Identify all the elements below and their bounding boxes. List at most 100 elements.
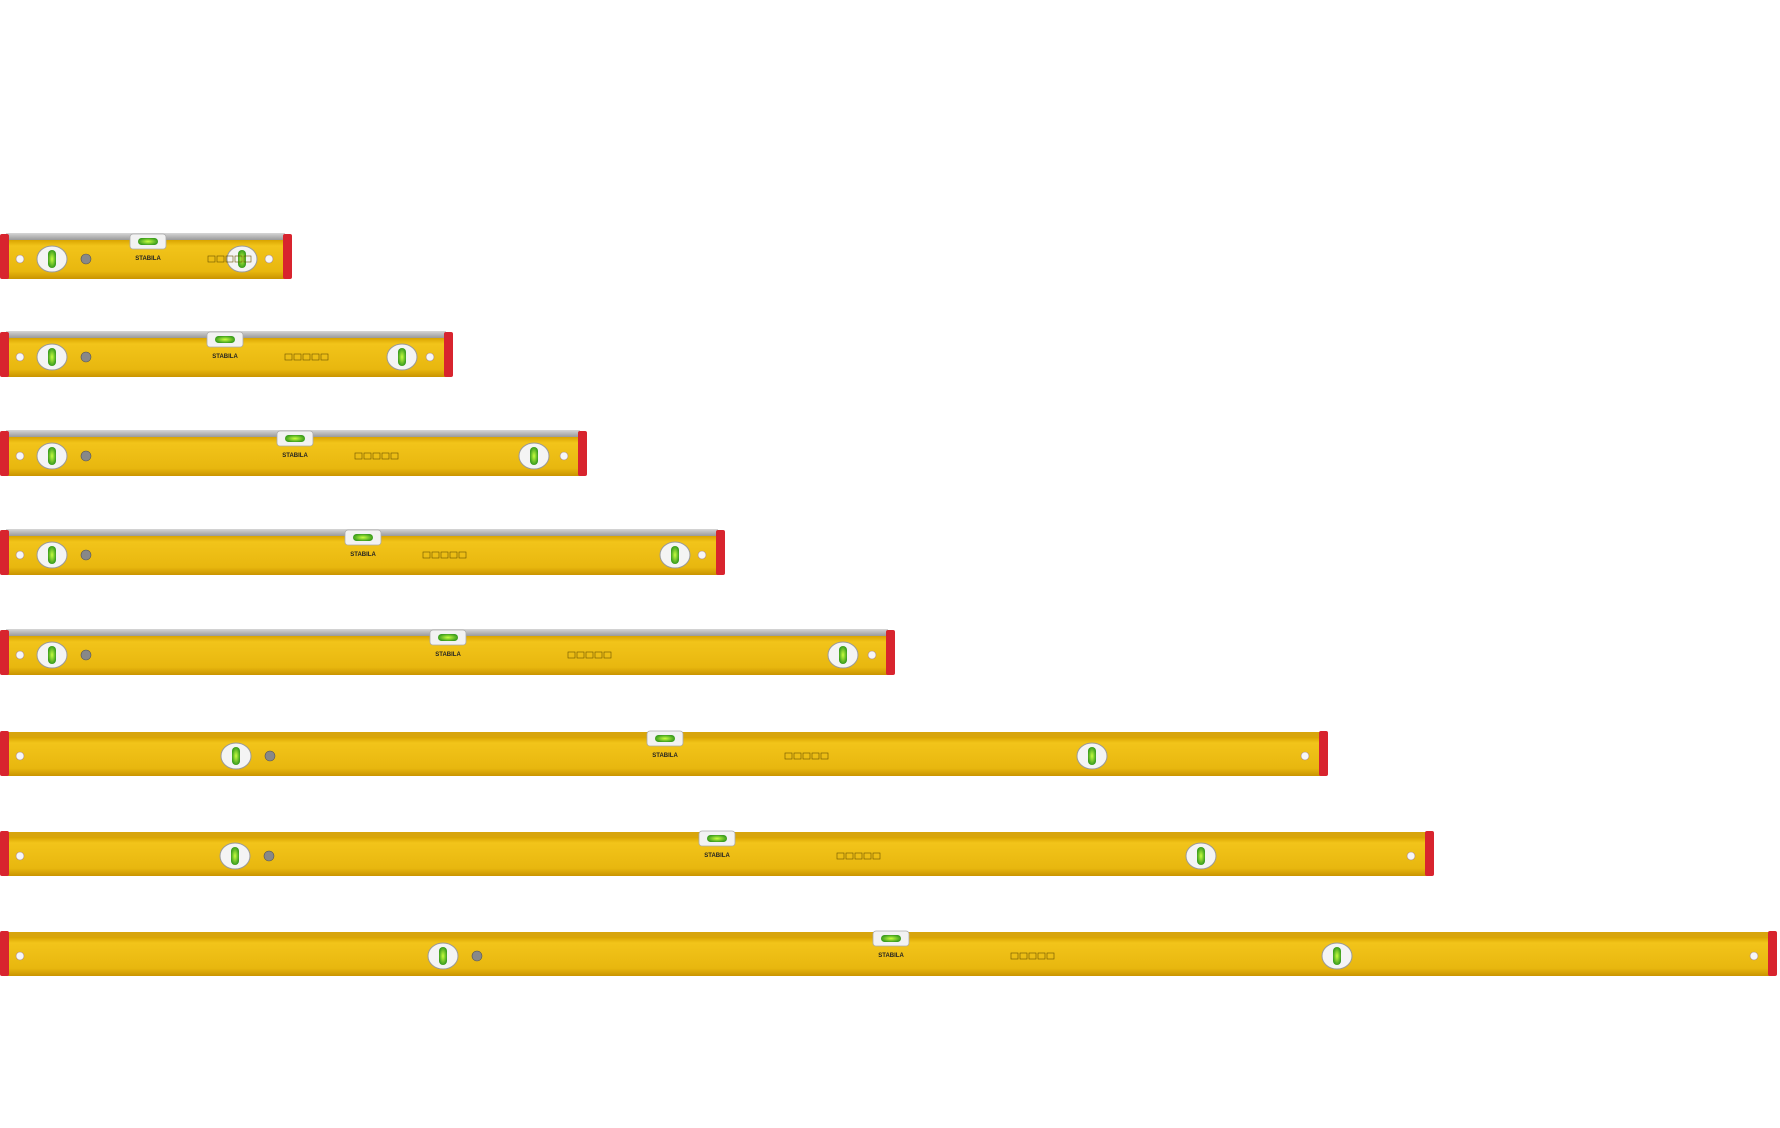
screw xyxy=(471,950,483,962)
marking-icon xyxy=(854,852,863,860)
vial-bubble xyxy=(231,847,239,865)
marking-icon xyxy=(1019,952,1028,960)
marking-icon xyxy=(234,255,243,263)
hang-hole xyxy=(425,352,435,362)
hang-hole xyxy=(15,650,25,660)
marking-icon xyxy=(311,353,320,361)
marking-icon xyxy=(390,452,399,460)
marking-icon xyxy=(863,852,872,860)
brand-label: STABILA xyxy=(212,354,238,360)
end-cap xyxy=(1425,831,1434,876)
vial-bubble xyxy=(439,947,447,965)
marking-icon xyxy=(381,452,390,460)
hang-hole xyxy=(15,851,25,861)
marking-icon xyxy=(793,752,802,760)
vial-bubble xyxy=(1088,747,1096,765)
vial-bubble xyxy=(671,546,679,564)
hang-hole xyxy=(559,451,569,461)
end-cap xyxy=(0,931,9,976)
brand-label: STABILA xyxy=(350,552,376,558)
marking-icon xyxy=(207,255,216,263)
end-cap xyxy=(0,731,9,776)
marking-icon xyxy=(293,353,302,361)
hang-hole xyxy=(867,650,877,660)
spirit-level: STABILA xyxy=(0,529,725,575)
vial-bubble xyxy=(655,735,675,742)
vial-bubble xyxy=(839,646,847,664)
vial-bubble xyxy=(138,238,158,245)
spirit-level: STABILA xyxy=(0,830,1434,876)
marking-icon xyxy=(354,452,363,460)
hang-hole xyxy=(15,254,25,264)
vial-bubble xyxy=(285,435,305,442)
end-cap xyxy=(0,630,9,675)
hang-hole xyxy=(15,951,25,961)
hang-hole xyxy=(1406,851,1416,861)
brand-label: STABILA xyxy=(282,453,308,459)
vial-bubble xyxy=(438,634,458,641)
end-cap xyxy=(444,332,453,377)
marking-icon xyxy=(363,452,372,460)
vial-bubble xyxy=(215,336,235,343)
end-cap xyxy=(0,831,9,876)
marking-icon xyxy=(449,551,458,559)
screw xyxy=(80,450,92,462)
marking-icon xyxy=(872,852,881,860)
hang-hole xyxy=(1300,751,1310,761)
marking-icon xyxy=(845,852,854,860)
marking-icon xyxy=(603,651,612,659)
brand-label: STABILA xyxy=(878,953,904,959)
end-cap xyxy=(886,630,895,675)
hang-hole xyxy=(1749,951,1759,961)
marking-icon xyxy=(216,255,225,263)
spirit-level: STABILA xyxy=(0,930,1777,976)
marking-icon xyxy=(458,551,467,559)
marking-icon xyxy=(243,255,252,263)
spirit-level: STABILA xyxy=(0,233,292,279)
vial-bubble xyxy=(48,646,56,664)
marking-icon xyxy=(784,752,793,760)
hang-hole xyxy=(15,751,25,761)
end-cap xyxy=(0,234,9,279)
end-cap xyxy=(1319,731,1328,776)
spirit-level: STABILA xyxy=(0,430,587,476)
marking-icon xyxy=(585,651,594,659)
spirit-level: STABILA xyxy=(0,331,453,377)
screw xyxy=(80,649,92,661)
marking-icon xyxy=(567,651,576,659)
marking-icon xyxy=(225,255,234,263)
marking-icon xyxy=(284,353,293,361)
hang-hole xyxy=(15,451,25,461)
brand-label: STABILA xyxy=(704,853,730,859)
vial-bubble xyxy=(48,348,56,366)
vial-bubble xyxy=(48,250,56,268)
marking-icon xyxy=(1010,952,1019,960)
end-cap xyxy=(283,234,292,279)
screw xyxy=(263,850,275,862)
end-cap xyxy=(0,530,9,575)
marking-icon xyxy=(811,752,820,760)
marking-icon xyxy=(320,353,329,361)
spirit-level: STABILA xyxy=(0,730,1328,776)
marking-icon xyxy=(1046,952,1055,960)
marking-icon xyxy=(820,752,829,760)
vial-bubble xyxy=(881,935,901,942)
hang-hole xyxy=(697,550,707,560)
screw xyxy=(80,253,92,265)
marking-icon xyxy=(576,651,585,659)
spirit-level: STABILA xyxy=(0,629,895,675)
marking-icon xyxy=(302,353,311,361)
marking-icon xyxy=(594,651,603,659)
hang-hole xyxy=(264,254,274,264)
vial-bubble xyxy=(530,447,538,465)
vial-bubble xyxy=(48,447,56,465)
vial-bubble xyxy=(232,747,240,765)
vial-bubble xyxy=(48,546,56,564)
screw xyxy=(264,750,276,762)
vial-bubble xyxy=(398,348,406,366)
end-cap xyxy=(0,431,9,476)
marking-icon xyxy=(1028,952,1037,960)
vial-bubble xyxy=(353,534,373,541)
marking-icon xyxy=(422,551,431,559)
